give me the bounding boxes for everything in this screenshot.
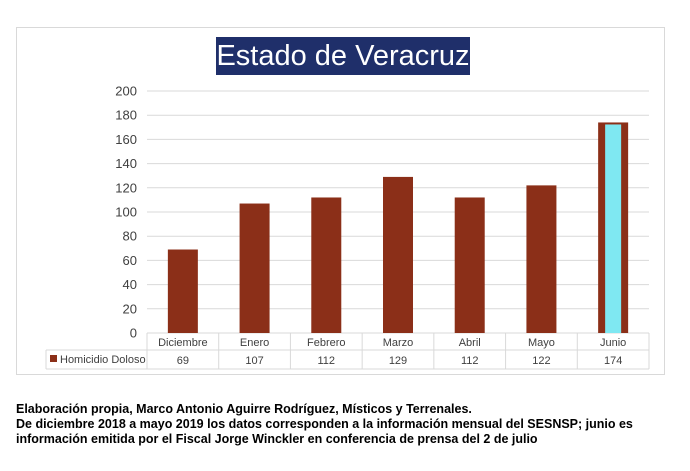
- data-value-label: 107: [245, 355, 263, 367]
- x-category-label: Marzo: [383, 337, 414, 349]
- x-category-label: Mayo: [528, 337, 555, 349]
- data-value-label: 69: [177, 355, 189, 367]
- x-category-label: Abril: [459, 337, 481, 349]
- legend-swatch: [50, 355, 57, 362]
- bar: [454, 197, 485, 333]
- x-category-label: Febrero: [307, 337, 346, 349]
- y-tick-label: 180: [115, 108, 137, 123]
- y-tick-label: 200: [115, 84, 137, 99]
- data-value-label: 112: [318, 355, 336, 367]
- x-category-label: Diciembre: [158, 337, 208, 349]
- footnote: Elaboración propia, Marco Antonio Aguirr…: [16, 402, 676, 447]
- data-value-label: 129: [389, 355, 407, 367]
- y-tick-label: 140: [115, 156, 137, 171]
- y-tick-label: 20: [123, 301, 137, 316]
- bar: [311, 197, 342, 333]
- y-tick-label: 120: [115, 180, 137, 195]
- footnote-line-2: De diciembre 2018 a mayo 2019 los datos …: [16, 417, 633, 431]
- y-tick-label: 40: [123, 277, 137, 292]
- bar: [383, 176, 413, 333]
- y-tick-label: 0: [130, 326, 137, 341]
- data-value-label: 174: [604, 355, 622, 367]
- bar-highlight: [605, 124, 622, 334]
- footnote-line-3: información emitida por el Fiscal Jorge …: [16, 432, 538, 446]
- footnote-line-1: Elaboración propia, Marco Antonio Aguirr…: [16, 402, 472, 416]
- data-value-label: 112: [461, 355, 479, 367]
- legend-label: Homicidio Doloso: [60, 354, 146, 366]
- bar: [526, 185, 557, 333]
- bar: [167, 249, 198, 333]
- bar-chart: 0 20 40 60 80 100 120 140 160 180 200 Diciembre 69 En…: [45, 84, 650, 370]
- x-category-label: Junio: [600, 337, 626, 349]
- y-tick-label: 60: [123, 253, 137, 268]
- y-tick-label: 80: [123, 229, 137, 244]
- y-tick-label: 100: [115, 205, 137, 220]
- bar: [239, 203, 270, 333]
- y-tick-label: 160: [115, 132, 137, 147]
- data-value-label: 122: [532, 355, 550, 367]
- x-category-label: Enero: [240, 337, 269, 349]
- chart-title: Estado de Veracruz: [216, 37, 470, 75]
